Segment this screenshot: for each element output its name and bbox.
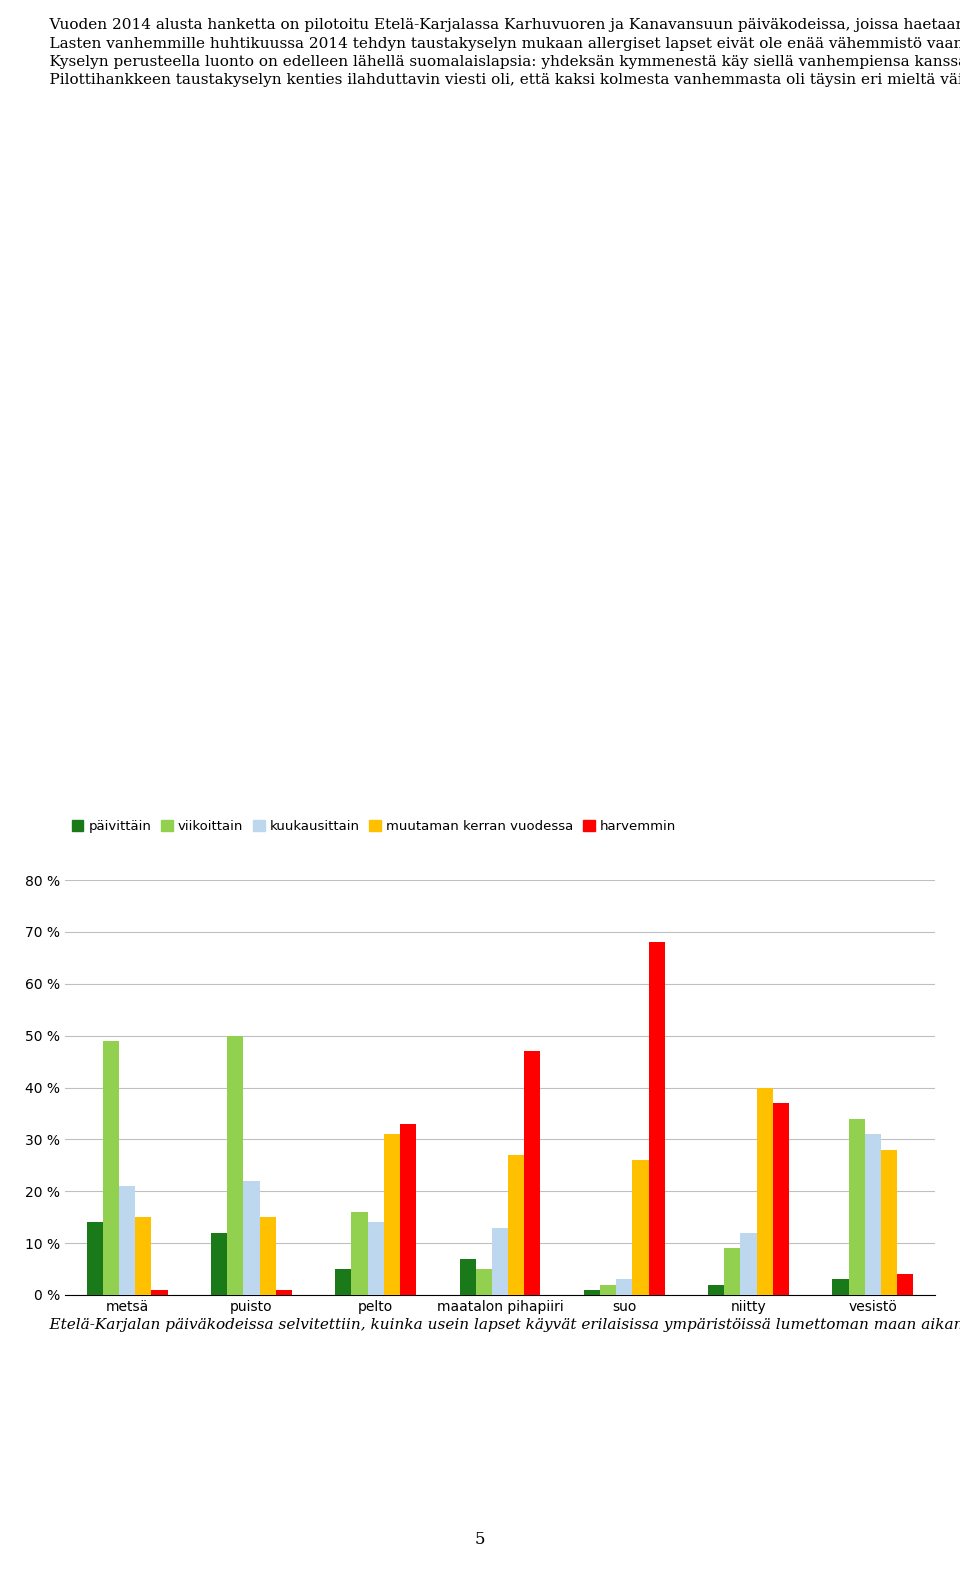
Bar xyxy=(400,1124,416,1295)
Bar xyxy=(152,1289,168,1295)
Bar xyxy=(460,1259,476,1295)
Bar xyxy=(119,1185,135,1295)
Bar xyxy=(135,1217,152,1295)
Bar xyxy=(633,1160,649,1295)
Bar xyxy=(335,1269,351,1295)
Legend: päivittäin, viikoittain, kuukausittain, muutaman kerran vuodessa, harvemmin: päivittäin, viikoittain, kuukausittain, … xyxy=(72,821,676,833)
Bar xyxy=(584,1289,600,1295)
Bar xyxy=(881,1149,897,1295)
Bar xyxy=(897,1275,913,1295)
Bar xyxy=(524,1052,540,1295)
Bar xyxy=(849,1119,865,1295)
Bar xyxy=(740,1232,756,1295)
Bar xyxy=(86,1223,103,1295)
Bar xyxy=(492,1228,508,1295)
Bar xyxy=(368,1223,384,1295)
Bar xyxy=(832,1280,849,1295)
Bar xyxy=(276,1289,292,1295)
Bar xyxy=(351,1212,368,1295)
Bar xyxy=(616,1280,633,1295)
Text: Etelä-Karjalan päiväkodeissa selvitettiin, kuinka usein lapset käyvät erilaisiss: Etelä-Karjalan päiväkodeissa selvitettii… xyxy=(30,1317,960,1331)
Bar xyxy=(476,1269,492,1295)
Bar xyxy=(649,942,664,1295)
Bar xyxy=(600,1284,616,1295)
Bar xyxy=(228,1036,243,1295)
Bar xyxy=(773,1104,789,1295)
Bar xyxy=(865,1133,881,1295)
Bar xyxy=(756,1088,773,1295)
Text: Vuoden 2014 alusta hanketta on pilotoitu Etelä-Karjalassa Karhuvuoren ja Kanavan: Vuoden 2014 alusta hanketta on pilotoitu… xyxy=(30,17,960,86)
Bar xyxy=(259,1217,276,1295)
Bar xyxy=(725,1248,740,1295)
Text: 5: 5 xyxy=(475,1531,485,1548)
Bar xyxy=(508,1155,524,1295)
Bar xyxy=(708,1284,725,1295)
Bar xyxy=(243,1181,259,1295)
Bar xyxy=(103,1041,119,1295)
Bar xyxy=(211,1232,228,1295)
Bar xyxy=(384,1133,400,1295)
